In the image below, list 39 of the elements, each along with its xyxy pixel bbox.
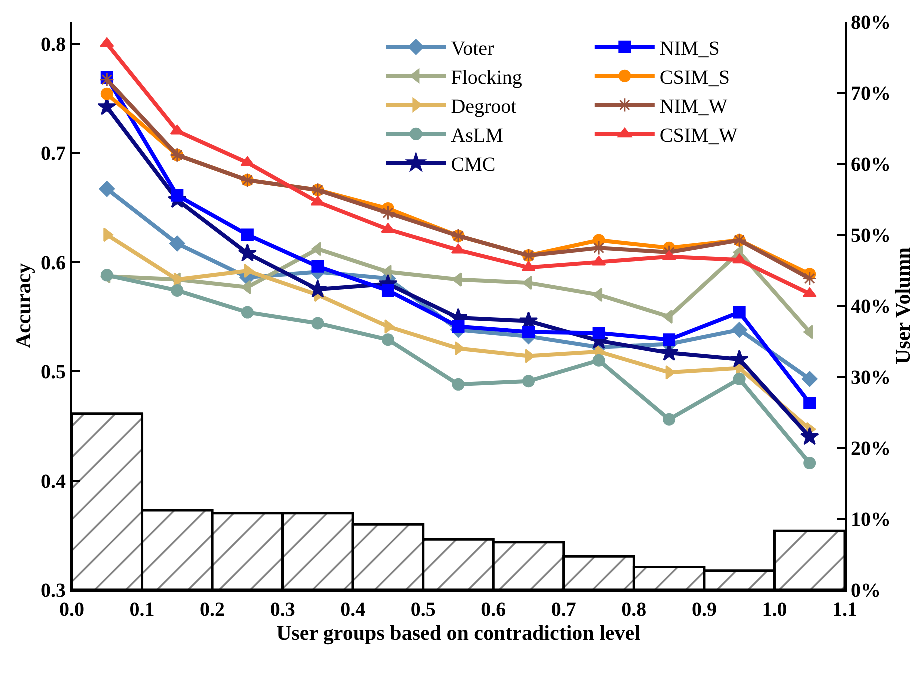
legend-label: Voter <box>451 38 494 60</box>
legend-label: NIM_S <box>660 38 720 60</box>
y2-tick-label: 70% <box>851 83 891 105</box>
y2-tick-label: 0% <box>851 580 881 602</box>
y-tick-label: 0.8 <box>41 34 66 56</box>
y-tick-label: 0.7 <box>41 143 66 166</box>
x-tick-label: 0.6 <box>481 599 506 621</box>
legend-label: NIM_W <box>660 96 728 118</box>
x-tick-label: 0.0 <box>60 599 84 621</box>
legend-label: AsLM <box>451 124 504 147</box>
y2-tick-label: 10% <box>851 509 891 531</box>
y-tick-label: 0.3 <box>41 580 66 602</box>
x-tick-label: 0.2 <box>200 599 226 621</box>
y2-tick-label: 50% <box>851 225 891 247</box>
x-tick-label: 0.8 <box>622 599 647 621</box>
legend-label: CSIM_W <box>660 124 738 147</box>
x-tick-label: 0.3 <box>270 599 296 621</box>
legend-label: CMC <box>451 154 496 176</box>
x-tick-label: 1.1 <box>832 599 858 621</box>
legend-label: Flocking <box>451 66 522 89</box>
y2-tick-label: 60% <box>851 154 891 176</box>
legend-label: CSIM_S <box>660 66 730 89</box>
x-tick-label: 0.5 <box>410 599 436 621</box>
y-tick-label: 0.6 <box>41 252 66 274</box>
x-axis-title: User groups based on contradiction level <box>276 621 641 645</box>
y2-tick-label: 30% <box>851 367 891 389</box>
y2-tick-label: 20% <box>851 438 891 460</box>
x-tick-label: 0.4 <box>340 599 366 621</box>
legend-label: Degroot <box>451 96 518 118</box>
y-tick-label: 0.5 <box>41 362 66 384</box>
x-tick-label: 0.9 <box>692 599 717 621</box>
x-tick-label: 0.1 <box>130 599 155 621</box>
y2-tick-label: 40% <box>851 296 891 318</box>
x-tick-label: 0.7 <box>551 599 576 621</box>
x-tick-label: 1.0 <box>762 599 788 621</box>
y2-axis-title: User Volumn <box>891 247 915 364</box>
y2-tick-label: 80% <box>851 12 891 34</box>
y-axis-title: Accuracy <box>12 262 36 349</box>
y-tick-label: 0.4 <box>41 470 66 493</box>
